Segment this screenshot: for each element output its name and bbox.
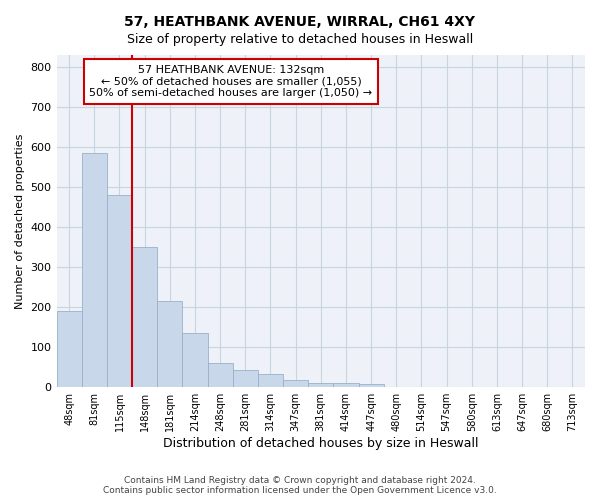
Bar — [283, 380, 308, 387]
Bar — [308, 383, 334, 387]
Bar — [82, 153, 107, 387]
X-axis label: Distribution of detached houses by size in Heswall: Distribution of detached houses by size … — [163, 437, 479, 450]
Bar — [157, 301, 182, 387]
Text: 57, HEATHBANK AVENUE, WIRRAL, CH61 4XY: 57, HEATHBANK AVENUE, WIRRAL, CH61 4XY — [125, 15, 476, 29]
Bar — [56, 311, 82, 387]
Bar — [334, 383, 359, 387]
Bar — [107, 195, 132, 387]
Y-axis label: Number of detached properties: Number of detached properties — [15, 134, 25, 309]
Bar — [182, 333, 208, 387]
Bar — [359, 384, 383, 387]
Bar — [233, 370, 258, 387]
Text: Contains HM Land Registry data © Crown copyright and database right 2024.
Contai: Contains HM Land Registry data © Crown c… — [103, 476, 497, 495]
Bar — [258, 374, 283, 387]
Text: 57 HEATHBANK AVENUE: 132sqm
← 50% of detached houses are smaller (1,055)
50% of : 57 HEATHBANK AVENUE: 132sqm ← 50% of det… — [89, 65, 373, 98]
Bar — [132, 247, 157, 387]
Text: Size of property relative to detached houses in Heswall: Size of property relative to detached ho… — [127, 32, 473, 46]
Bar — [208, 363, 233, 387]
